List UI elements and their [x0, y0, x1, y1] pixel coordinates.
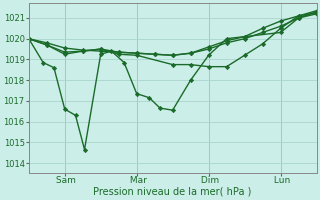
- X-axis label: Pression niveau de la mer( hPa ): Pression niveau de la mer( hPa ): [93, 187, 252, 197]
